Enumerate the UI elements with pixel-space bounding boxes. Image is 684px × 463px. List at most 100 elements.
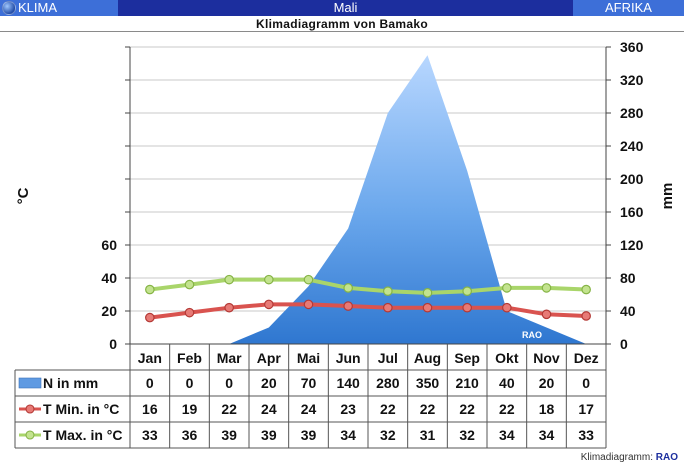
- tmax-point: [581, 284, 591, 295]
- chart-title: Klimadiagramm von Bamako: [0, 16, 684, 32]
- series-name: N in mm: [43, 375, 98, 391]
- legend-marker-tmin: [25, 404, 35, 414]
- month-label: Apr: [257, 350, 282, 366]
- table-cell: 19: [182, 401, 198, 417]
- month-label: Aug: [414, 350, 441, 366]
- table-cell: 16: [142, 401, 158, 417]
- klima-tab[interactable]: KLIMA: [0, 0, 118, 16]
- table-cell: 22: [420, 401, 436, 417]
- legend-key-precipitation: [18, 377, 42, 389]
- left-tick-label: 20: [101, 303, 117, 319]
- tmin-point: [264, 299, 274, 310]
- table-cell: 17: [578, 401, 594, 417]
- table-cell: 0: [582, 375, 590, 391]
- footer: Klimadiagramm: RAO: [0, 450, 684, 463]
- table-cell: 22: [380, 401, 396, 417]
- legend-marker-tmax: [25, 430, 35, 440]
- footer-brand: RAO: [655, 452, 678, 463]
- table-cell: 33: [578, 427, 594, 443]
- tmax-point: [383, 286, 393, 296]
- footer-credit: Klimadiagramm: RAO: [581, 452, 678, 463]
- table-cell: 20: [539, 375, 555, 391]
- table-cell: 39: [261, 427, 277, 443]
- tmax-point: [541, 283, 552, 293]
- table-cell: 34: [340, 427, 356, 443]
- tmax-point: [264, 274, 274, 285]
- left-axis-label: °C: [15, 187, 32, 204]
- tmax-point: [224, 274, 234, 285]
- month-label: Nov: [533, 350, 560, 366]
- table-cell: 36: [182, 427, 198, 443]
- table-cell: 210: [455, 375, 479, 391]
- left-tick-label: 0: [109, 336, 117, 352]
- table-cell: 31: [420, 427, 436, 443]
- tmin-point: [541, 309, 552, 320]
- header-bar: KLIMA Mali AFRIKA: [0, 0, 684, 16]
- right-tick-label: 240: [620, 138, 644, 154]
- right-tick-label: 0: [620, 336, 628, 352]
- tmax-point: [343, 283, 353, 293]
- table-cell: 23: [340, 401, 356, 417]
- tmin-point: [145, 312, 155, 323]
- month-label: Jun: [336, 350, 361, 366]
- left-tick-label: 60: [101, 237, 117, 253]
- table-cell: 33: [142, 427, 158, 443]
- month-label: Mai: [297, 350, 320, 366]
- month-label: Feb: [177, 350, 202, 366]
- table-cell: 140: [336, 375, 360, 391]
- right-tick-label: 80: [620, 270, 636, 286]
- table-cell: 34: [499, 427, 515, 443]
- rao-watermark: RAO: [522, 330, 542, 340]
- tmin-point: [502, 302, 512, 313]
- right-tick-label: 160: [620, 204, 644, 220]
- table-cell: 18: [539, 401, 555, 417]
- tmax-point: [303, 274, 314, 285]
- series-name: T Max. in °C: [43, 427, 123, 443]
- right-tick-label: 320: [620, 72, 644, 88]
- tmin-point: [383, 302, 393, 313]
- tmax-point: [145, 284, 155, 295]
- table-cell: 0: [186, 375, 194, 391]
- country-title: Mali: [333, 0, 358, 15]
- right-tick-label: 200: [620, 171, 644, 187]
- table-cell: 22: [459, 401, 475, 417]
- right-axis-label: mm: [659, 183, 676, 210]
- left-tick-label: 40: [101, 270, 117, 286]
- table-cell: 24: [301, 401, 317, 417]
- table-cell: 40: [499, 375, 515, 391]
- month-label: Jul: [378, 350, 398, 366]
- right-tick-label: 360: [620, 39, 644, 55]
- table-cell: 39: [301, 427, 317, 443]
- table-cell: 24: [261, 401, 277, 417]
- series-name: T Min. in °C: [43, 401, 119, 417]
- month-label: Mar: [217, 350, 242, 366]
- table-cell: 280: [376, 375, 400, 391]
- month-label: Sep: [454, 350, 480, 366]
- tmin-point: [184, 307, 195, 318]
- tmax-point: [184, 279, 195, 290]
- table-cell: 32: [380, 427, 396, 443]
- tmin-point: [422, 302, 433, 313]
- afrika-tab[interactable]: AFRIKA: [573, 0, 684, 16]
- month-label: Okt: [495, 350, 519, 366]
- right-tick-label: 120: [620, 237, 644, 253]
- table-cell: 20: [261, 375, 277, 391]
- tmin-point: [462, 302, 472, 313]
- right-tick-label: 280: [620, 105, 644, 121]
- table-cell: 0: [225, 375, 233, 391]
- globe-icon: [2, 1, 16, 15]
- tmin-point: [224, 302, 234, 313]
- table-cell: 22: [221, 401, 237, 417]
- table-cell: 39: [221, 427, 237, 443]
- klima-label: KLIMA: [18, 0, 58, 15]
- month-label: Dez: [574, 350, 599, 366]
- right-tick-label: 40: [620, 303, 636, 319]
- tmin-point: [581, 311, 591, 321]
- tmin-point: [303, 299, 314, 310]
- tmax-point: [422, 288, 433, 298]
- tmax-point: [462, 286, 472, 296]
- tmax-line: [149, 277, 587, 295]
- tmax-point: [502, 283, 512, 293]
- table-cell: 70: [301, 375, 317, 391]
